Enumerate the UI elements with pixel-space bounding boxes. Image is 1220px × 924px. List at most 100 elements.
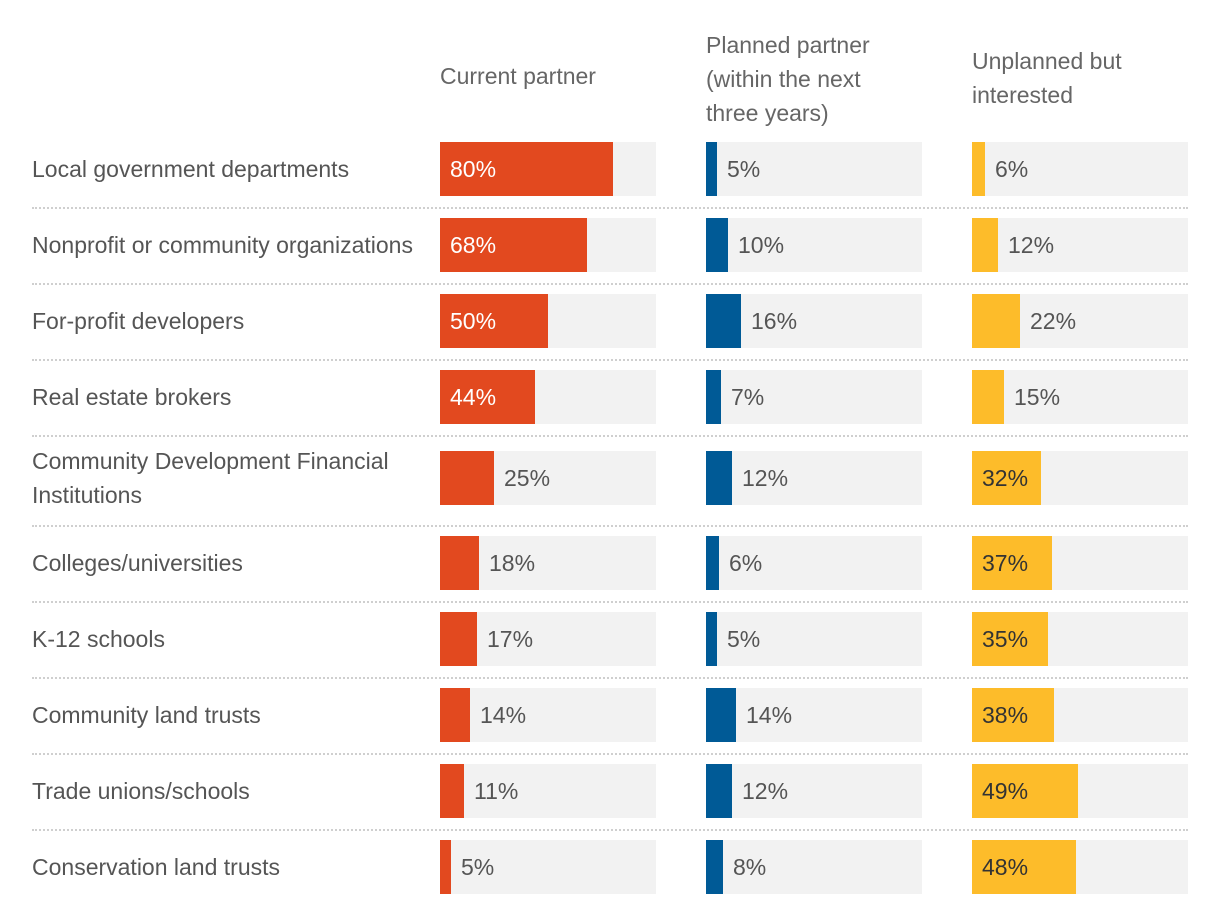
bar-planned-partner xyxy=(706,840,723,894)
bar-track-unplanned-interested: 6% xyxy=(972,142,1188,196)
bar-track-current-partner: 25% xyxy=(440,451,656,505)
data-label-unplanned-interested: 6% xyxy=(995,155,1029,182)
data-label-current-partner: 80% xyxy=(450,155,497,182)
bar-track-planned-partner: 5% xyxy=(706,142,922,196)
data-label-planned-partner: 16% xyxy=(751,307,798,334)
category-label: K-12 schools xyxy=(32,626,165,652)
bar-track-unplanned-interested: 15% xyxy=(972,370,1188,424)
bar-track-current-partner: 14% xyxy=(440,688,656,742)
data-label-unplanned-interested: 35% xyxy=(982,625,1029,652)
bar-track-planned-partner: 14% xyxy=(706,688,922,742)
bar-track-planned-partner: 8% xyxy=(706,840,922,894)
data-label-current-partner: 18% xyxy=(489,549,536,576)
bar-track-current-partner: 50% xyxy=(440,294,656,348)
bar-track-unplanned-interested: 12% xyxy=(972,218,1188,272)
row-divider xyxy=(32,677,1188,679)
category-label: Community land trusts xyxy=(32,702,261,728)
bar-unplanned-interested xyxy=(972,764,1078,818)
bar-track-current-partner: 17% xyxy=(440,612,656,666)
row-divider xyxy=(32,283,1188,285)
bar-planned-partner xyxy=(706,451,732,505)
data-label-planned-partner: 5% xyxy=(727,155,761,182)
data-label-unplanned-interested: 15% xyxy=(1014,383,1061,410)
bar-planned-partner xyxy=(706,612,717,666)
bar-planned-partner xyxy=(706,294,741,348)
category-label: Community Development Financial Institut… xyxy=(32,448,389,508)
data-label-current-partner: 17% xyxy=(487,625,534,652)
category-label: Nonprofit or community organizations xyxy=(32,232,413,258)
data-label-unplanned-interested: 38% xyxy=(982,701,1029,728)
bar-track-unplanned-interested: 22% xyxy=(972,294,1188,348)
bar-current-partner xyxy=(440,294,548,348)
column-header-unplanned-interested: Unplanned but interested xyxy=(972,48,1122,108)
bar-current-partner xyxy=(440,764,464,818)
bar-current-partner xyxy=(440,451,494,505)
bar-planned-partner xyxy=(706,536,719,590)
bar-planned-partner xyxy=(706,764,732,818)
bar-track-planned-partner: 16% xyxy=(706,294,922,348)
bar-track-unplanned-interested: 37% xyxy=(972,536,1188,590)
data-label-planned-partner: 12% xyxy=(742,464,789,491)
bar-current-partner xyxy=(440,688,470,742)
column-header-current-partner: Current partner xyxy=(440,63,596,89)
bar-unplanned-interested xyxy=(972,840,1076,894)
data-label-planned-partner: 6% xyxy=(729,549,763,576)
bar-unplanned-interested xyxy=(972,451,1041,505)
bar-unplanned-interested xyxy=(972,142,985,196)
bar-current-partner xyxy=(440,218,587,272)
bar-track-unplanned-interested: 35% xyxy=(972,612,1188,666)
bar-track-current-partner: 80% xyxy=(440,142,656,196)
data-label-unplanned-interested: 12% xyxy=(1008,231,1055,258)
bar-current-partner xyxy=(440,840,451,894)
bar-current-partner xyxy=(440,370,535,424)
bar-track-unplanned-interested: 38% xyxy=(972,688,1188,742)
data-label-current-partner: 5% xyxy=(461,853,495,880)
data-label-planned-partner: 12% xyxy=(742,777,789,804)
bar-track-current-partner: 68% xyxy=(440,218,656,272)
data-label-current-partner: 44% xyxy=(450,383,497,410)
data-label-unplanned-interested: 22% xyxy=(1030,307,1077,334)
row-divider xyxy=(32,525,1188,527)
data-label-current-partner: 11% xyxy=(474,777,519,804)
data-label-unplanned-interested: 37% xyxy=(982,549,1029,576)
row-divider xyxy=(32,753,1188,755)
bar-unplanned-interested xyxy=(972,688,1054,742)
bar-track-current-partner: 11% xyxy=(440,764,656,818)
bar-track-planned-partner: 12% xyxy=(706,764,922,818)
column-header-planned-partner: Planned partner (within the next three y… xyxy=(706,32,870,126)
bar-unplanned-interested xyxy=(972,370,1004,424)
data-label-current-partner: 25% xyxy=(504,464,551,491)
bar-track-planned-partner: 7% xyxy=(706,370,922,424)
category-label: Trade unions/schools xyxy=(32,778,250,804)
row-divider xyxy=(32,601,1188,603)
data-label-planned-partner: 5% xyxy=(727,625,761,652)
bar-planned-partner xyxy=(706,688,736,742)
data-label-planned-partner: 8% xyxy=(733,853,767,880)
data-label-planned-partner: 7% xyxy=(731,383,765,410)
bar-track-unplanned-interested: 49% xyxy=(972,764,1188,818)
row-divider xyxy=(32,207,1188,209)
category-label: Real estate brokers xyxy=(32,384,232,410)
bar-track-unplanned-interested: 48% xyxy=(972,840,1188,894)
bar-current-partner xyxy=(440,142,613,196)
category-label: Conservation land trusts xyxy=(32,854,281,880)
category-label: Colleges/universities xyxy=(32,550,243,576)
bar-track-current-partner: 18% xyxy=(440,536,656,590)
category-label: For-profit developers xyxy=(32,308,245,334)
bar-track-planned-partner: 10% xyxy=(706,218,922,272)
bar-unplanned-interested xyxy=(972,218,998,272)
bar-unplanned-interested xyxy=(972,612,1048,666)
data-label-unplanned-interested: 32% xyxy=(982,464,1029,491)
bar-current-partner xyxy=(440,612,477,666)
bar-planned-partner xyxy=(706,370,721,424)
bar-unplanned-interested xyxy=(972,536,1052,590)
bar-track-planned-partner: 5% xyxy=(706,612,922,666)
data-label-current-partner: 50% xyxy=(450,307,497,334)
data-label-planned-partner: 14% xyxy=(746,701,793,728)
bar-planned-partner xyxy=(706,142,717,196)
row-divider xyxy=(32,435,1188,437)
data-label-current-partner: 68% xyxy=(450,231,497,258)
bar-unplanned-interested xyxy=(972,294,1020,348)
row-divider xyxy=(32,829,1188,831)
data-label-unplanned-interested: 48% xyxy=(982,853,1029,880)
